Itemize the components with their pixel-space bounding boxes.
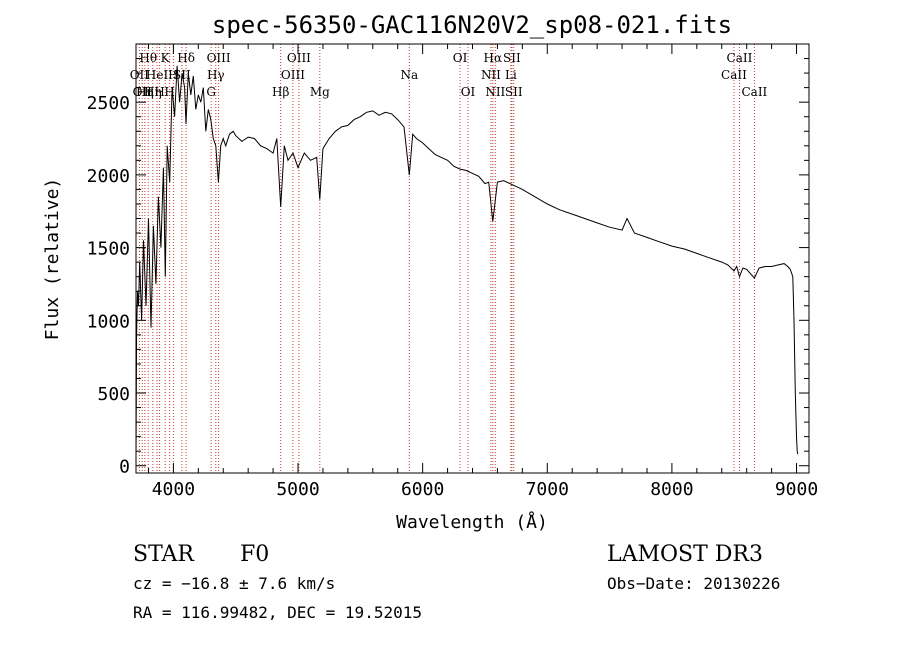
line-label-15: Hβ <box>272 85 289 99</box>
line-label-21: OI <box>461 85 476 99</box>
y-tick-label: 500 <box>97 384 130 405</box>
x-axis-ticks: 4000 5000 6000 7000 8000 9000 <box>147 44 818 500</box>
line-label-0: OII <box>130 68 150 82</box>
y-tick-label: 2500 <box>87 93 130 114</box>
line-label-22: NII <box>481 68 501 82</box>
line-label-23: Hα <box>484 51 503 65</box>
x-tick-label: 8000 <box>650 479 693 500</box>
line-label-1: OII <box>133 85 153 99</box>
flux-series-line <box>135 65 799 459</box>
line-label-17: OIII <box>287 51 311 65</box>
line-label-3: Hθ <box>139 51 157 65</box>
y-axis-label: Flux (relative) <box>42 178 63 341</box>
line-label-26: SII <box>503 51 521 65</box>
line-label-8: H <box>164 85 174 99</box>
line-label-12: G <box>206 85 216 99</box>
y-tick-label: 0 <box>119 457 130 478</box>
line-label-24: NII <box>485 85 505 99</box>
plot-frame <box>135 43 810 474</box>
object-subclass: F0 <box>240 542 269 567</box>
x-tick-label: 5000 <box>276 479 319 500</box>
line-label-18: Mg <box>310 85 330 99</box>
x-tick-label: 7000 <box>526 479 569 500</box>
y-tick-label: 1000 <box>87 311 130 332</box>
line-label-25: Li <box>505 68 517 82</box>
x-axis-label: Wavelength (Å) <box>396 511 548 533</box>
chart-title: spec-56350-GAC116N20V2_sp08-021.fits <box>212 11 732 39</box>
y-tick-label: 2000 <box>87 166 130 187</box>
redshift-cz: cz = −16.8 ± 7.6 km/s <box>133 574 335 593</box>
y-axis-ticks: 0 500 1000 1500 2000 2500 <box>87 43 809 478</box>
line-label-19: Na <box>400 68 418 82</box>
object-class: STAR <box>133 542 195 567</box>
line-label-6: H <box>154 85 164 99</box>
line-label-13: Hγ <box>207 68 225 82</box>
observation-date: Obs−Date: 20130226 <box>607 574 780 593</box>
x-tick-label: 9000 <box>775 479 818 500</box>
y-tick-label: 1500 <box>87 239 130 260</box>
line-label-29: CaII <box>727 51 753 65</box>
line-label-5: HeI <box>146 68 169 82</box>
line-label-20: OI <box>453 51 468 65</box>
line-label-28: CaII <box>721 68 747 82</box>
x-tick-label: 6000 <box>401 479 444 500</box>
survey-name: LAMOST DR3 <box>607 542 763 567</box>
line-label-2: Hη <box>136 85 154 99</box>
emission-line-markers <box>138 44 755 473</box>
line-label-27: SII <box>505 85 523 99</box>
line-label-16: OIII <box>281 68 305 82</box>
emission-line-labels: OIIOIIHηHθHηHeIHKHHSIIHδGHγOIIIHβOIIIOII… <box>130 51 768 99</box>
line-label-11: Hδ <box>177 51 195 65</box>
coordinates: RA = 116.99482, DEC = 19.52015 <box>133 603 422 622</box>
line-label-14: OIII <box>207 51 231 65</box>
x-tick-label: 4000 <box>152 479 195 500</box>
line-label-30: CaII <box>741 85 767 99</box>
line-label-7: K <box>161 51 171 65</box>
line-label-4: Hη <box>144 85 162 99</box>
line-label-9: H <box>168 68 178 82</box>
